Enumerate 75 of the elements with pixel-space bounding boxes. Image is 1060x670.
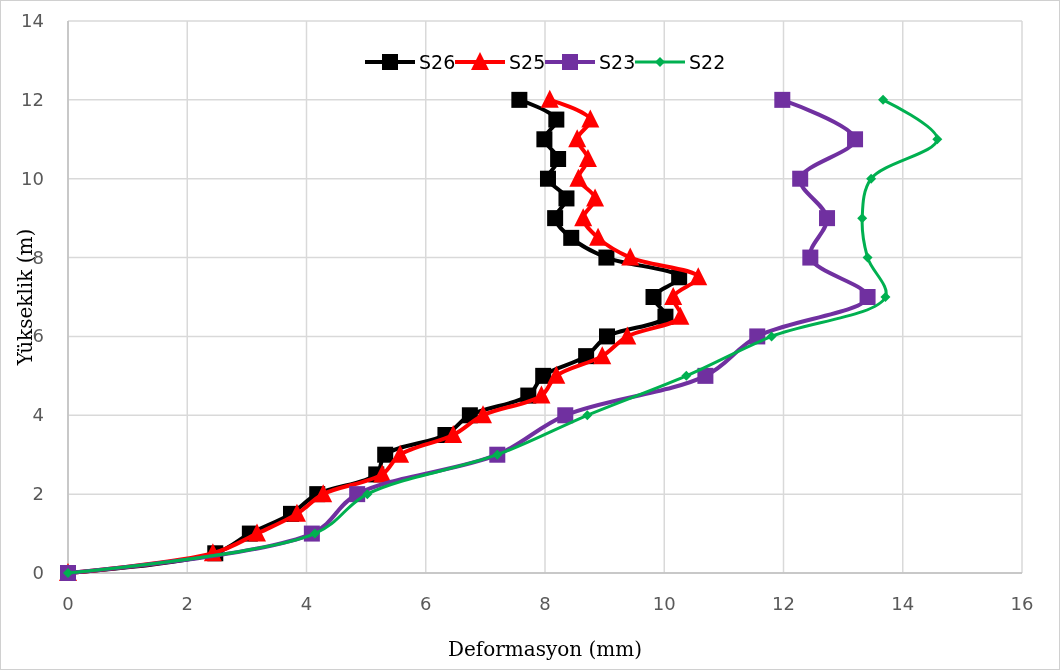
- point: [878, 94, 889, 105]
- legend-label: S25: [509, 51, 546, 73]
- x-tick-label: 4: [300, 593, 313, 614]
- point: [859, 289, 876, 305]
- point: [557, 407, 574, 424]
- point: [671, 306, 690, 325]
- x-tick-label: 0: [62, 593, 74, 614]
- point: [548, 111, 565, 128]
- x-tick-label: 2: [181, 593, 193, 614]
- point: [582, 410, 593, 421]
- point: [578, 149, 597, 167]
- point: [598, 249, 615, 266]
- point: [857, 213, 868, 224]
- y-tick-label: 14: [21, 10, 44, 31]
- point: [589, 227, 608, 246]
- y-tick-label: 2: [32, 483, 44, 505]
- x-tick-label: 10: [652, 593, 676, 614]
- point: [664, 287, 683, 305]
- x-axis-title: Deformasyon (mm): [447, 637, 643, 661]
- point: [473, 405, 492, 424]
- point: [792, 170, 809, 187]
- point: [444, 425, 463, 443]
- point: [847, 131, 864, 148]
- point: [621, 247, 640, 266]
- point: [618, 326, 637, 345]
- x-tick-label: 16: [1010, 593, 1034, 614]
- x-tick-label: 6: [420, 593, 432, 614]
- point: [373, 464, 392, 483]
- point: [532, 385, 551, 404]
- point: [932, 134, 943, 145]
- point: [314, 484, 333, 503]
- point: [862, 252, 873, 263]
- point: [287, 503, 306, 522]
- legend-label: S26: [419, 51, 456, 73]
- point: [536, 131, 553, 148]
- y-tick-label: 10: [21, 167, 44, 189]
- point: [866, 173, 877, 184]
- point: [540, 89, 559, 108]
- x-tick-label: 8: [539, 593, 551, 614]
- point: [689, 267, 708, 286]
- point: [802, 249, 819, 266]
- x-tick-label: 12: [772, 593, 795, 614]
- point: [645, 289, 662, 305]
- legend-label: S23: [599, 51, 636, 73]
- point: [766, 331, 777, 342]
- point: [568, 129, 587, 148]
- point: [362, 489, 373, 500]
- point: [697, 367, 714, 384]
- point: [535, 367, 552, 384]
- point: [511, 91, 528, 108]
- y-tick-label: 8: [32, 246, 44, 268]
- point: [774, 91, 791, 108]
- point: [880, 292, 891, 302]
- point: [681, 370, 692, 381]
- point: [593, 346, 612, 365]
- y-tick-label: 0: [32, 562, 44, 583]
- y-tick-label: 12: [21, 88, 44, 110]
- x-tick-label: 14: [891, 593, 915, 614]
- point: [539, 170, 556, 187]
- point: [547, 210, 564, 227]
- point: [248, 523, 267, 542]
- point: [377, 446, 394, 463]
- point: [581, 109, 600, 128]
- point: [819, 210, 836, 227]
- point: [569, 168, 588, 187]
- y-tick-label: 4: [32, 404, 44, 426]
- point: [547, 365, 566, 384]
- point: [550, 151, 567, 167]
- point: [599, 328, 616, 345]
- point: [586, 188, 605, 207]
- point: [558, 190, 575, 207]
- point: [574, 208, 593, 227]
- legend-label: S22: [689, 51, 726, 73]
- point: [391, 444, 410, 463]
- point: [563, 229, 580, 246]
